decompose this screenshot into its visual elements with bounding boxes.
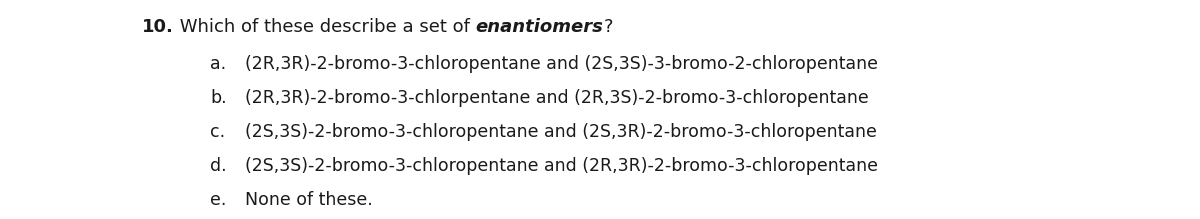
Text: d.: d. xyxy=(210,157,227,175)
Text: (2R,3R)-2-bromo-3-chloropentane and (2S,3S)-3-bromo-2-chloropentane: (2R,3R)-2-bromo-3-chloropentane and (2S,… xyxy=(245,55,878,73)
Text: Which of these describe a set of: Which of these describe a set of xyxy=(174,18,475,36)
Text: enantiomers: enantiomers xyxy=(475,18,604,36)
Text: None of these.: None of these. xyxy=(245,191,373,209)
Text: (2S,3S)-2-bromo-3-chloropentane and (2S,3R)-2-bromo-3-chloropentane: (2S,3S)-2-bromo-3-chloropentane and (2S,… xyxy=(245,123,877,141)
Text: b.: b. xyxy=(210,89,227,107)
Text: (2S,3S)-2-bromo-3-chloropentane and (2R,3R)-2-bromo-3-chloropentane: (2S,3S)-2-bromo-3-chloropentane and (2R,… xyxy=(245,157,878,175)
Text: e.: e. xyxy=(210,191,227,209)
Text: ?: ? xyxy=(604,18,613,36)
Text: 10.: 10. xyxy=(142,18,174,36)
Text: a.: a. xyxy=(210,55,226,73)
Text: (2R,3R)-2-bromo-3-chlorpentane and (2R,3S)-2-bromo-3-chloropentane: (2R,3R)-2-bromo-3-chlorpentane and (2R,3… xyxy=(245,89,869,107)
Text: c.: c. xyxy=(210,123,226,141)
